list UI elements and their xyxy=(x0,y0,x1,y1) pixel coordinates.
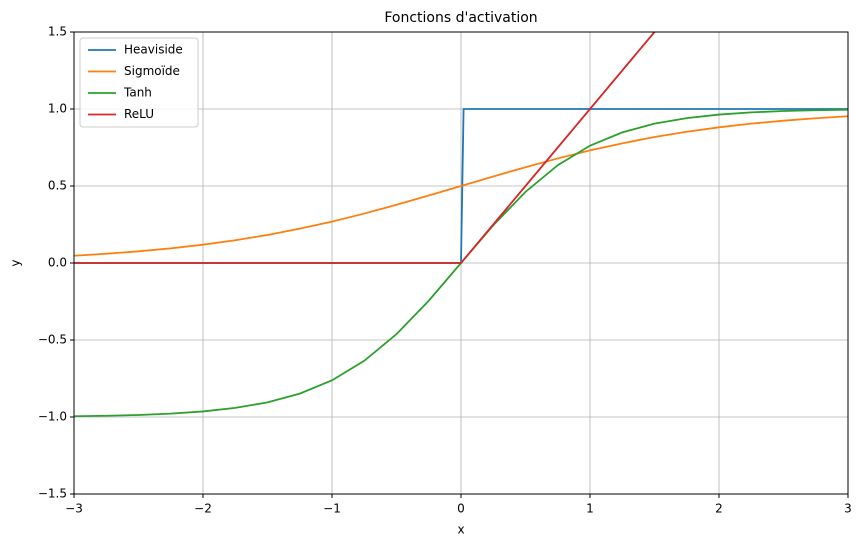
plot-area xyxy=(74,32,848,418)
x-tick-label: 1 xyxy=(586,502,594,516)
x-tick-label: 0 xyxy=(457,502,465,516)
x-tick-label: −2 xyxy=(194,502,212,516)
y-tick-label: 0.5 xyxy=(48,179,67,193)
x-axis-label: x xyxy=(457,523,464,537)
legend-box xyxy=(79,37,199,128)
y-tick-label: 1.0 xyxy=(48,102,67,116)
legend: Heaviside Sigmoïde Tanh ReLU xyxy=(79,37,199,128)
ticks: −3 −2 −1 0 1 2 3 −1.5 −1.0 −0.5 0.0 0.5 1.0 1.5 xyxy=(38,25,852,516)
y-tick-label: 1.5 xyxy=(48,25,67,39)
x-tick-label: 2 xyxy=(715,502,723,516)
legend-label: Sigmoïde xyxy=(124,64,180,78)
y-axis-label: y xyxy=(9,259,23,266)
y-tick-label: −1.5 xyxy=(38,487,67,501)
series-line xyxy=(74,32,656,264)
legend-label: Heaviside xyxy=(124,43,183,57)
chart-title: Fonctions d'activation xyxy=(384,10,537,26)
legend-label: ReLU xyxy=(124,107,154,121)
x-tick-label: −3 xyxy=(65,502,83,516)
x-tick-label: −1 xyxy=(323,502,341,516)
y-tick-label: −0.5 xyxy=(38,333,67,347)
x-tick-label: 3 xyxy=(844,502,852,516)
series-line xyxy=(74,115,848,257)
legend-label: Tanh xyxy=(123,86,152,100)
y-tick-label: 0.0 xyxy=(48,256,67,270)
y-tick-label: −1.0 xyxy=(38,410,67,424)
